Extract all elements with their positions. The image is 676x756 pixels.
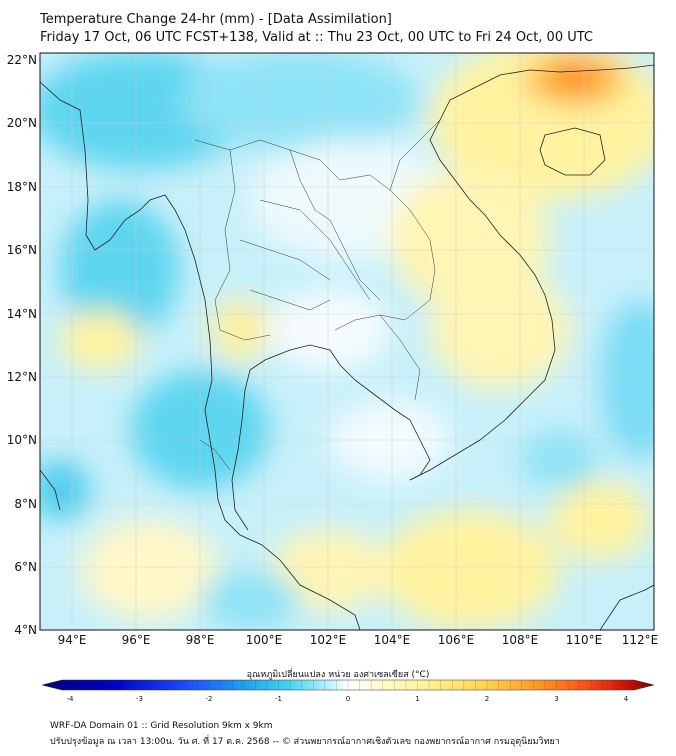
lat-label: 6°N bbox=[14, 560, 37, 574]
lon-label: 98°E bbox=[186, 633, 215, 647]
borders bbox=[194, 119, 441, 471]
colorbar-tick-label: -1 bbox=[275, 695, 282, 703]
map-frame bbox=[39, 52, 655, 631]
colorbar: -4 -3 -2 -1 0 1 2 3 4 bbox=[41, 679, 655, 703]
colorbar-tick-label: 4 bbox=[624, 695, 629, 703]
lon-label: 96°E bbox=[122, 633, 151, 647]
map-title: Temperature Change 24-hr (mm) - [Data As… bbox=[40, 12, 392, 27]
lat-label: 22°N bbox=[7, 53, 37, 67]
coastlines bbox=[40, 64, 654, 630]
lon-label: 104°E bbox=[374, 633, 411, 647]
lon-label: 112°E bbox=[622, 633, 659, 647]
lat-label: 16°N bbox=[7, 243, 37, 257]
map-subtitle: Friday 17 Oct, 06 UTC FCST+138, Valid at… bbox=[40, 30, 594, 45]
colorbar-tick-label: 2 bbox=[485, 695, 489, 703]
colorbar-tick-label: 0 bbox=[346, 695, 350, 703]
lat-label: 14°N bbox=[7, 307, 37, 321]
footer-model-info: WRF-DA Domain 01 :: Grid Resolution 9km … bbox=[50, 721, 273, 731]
lon-label: 110°E bbox=[566, 633, 603, 647]
footer-credit: ปรับปรุงข้อมูล ณ เวลา 13:00น. วัน ศ. ที่… bbox=[50, 737, 560, 747]
colorbar-tick-label: -4 bbox=[67, 695, 75, 703]
colorbar-tick-label: -2 bbox=[206, 695, 213, 703]
latitude-labels: 22°N 20°N 18°N 16°N 14°N 12°N 10°N 8°N 6… bbox=[7, 53, 37, 637]
colorbar-title: อุณหภูมิเปลี่ยนแปลง หน่วย องศาเซลเซียส (… bbox=[246, 670, 430, 680]
colorbar-tick-label: 1 bbox=[415, 695, 419, 703]
lat-label: 10°N bbox=[7, 433, 37, 447]
longitude-labels: 94°E 96°E 98°E 100°E 102°E 104°E 106°E 1… bbox=[58, 633, 659, 647]
lon-label: 106°E bbox=[438, 633, 475, 647]
colorbar-tick-label: -3 bbox=[136, 695, 143, 703]
lon-label: 100°E bbox=[246, 633, 283, 647]
lat-label: 18°N bbox=[7, 180, 37, 194]
lat-label: 12°N bbox=[7, 370, 37, 384]
lat-label: 20°N bbox=[7, 116, 37, 130]
temperature-field bbox=[40, 53, 654, 630]
lat-label: 4°N bbox=[14, 623, 37, 637]
lon-label: 102°E bbox=[310, 633, 347, 647]
lon-label: 108°E bbox=[502, 633, 539, 647]
graticule bbox=[40, 53, 654, 630]
colorbar-tick-label: 3 bbox=[554, 695, 558, 703]
lat-label: 8°N bbox=[14, 497, 37, 511]
lon-label: 94°E bbox=[58, 633, 87, 647]
